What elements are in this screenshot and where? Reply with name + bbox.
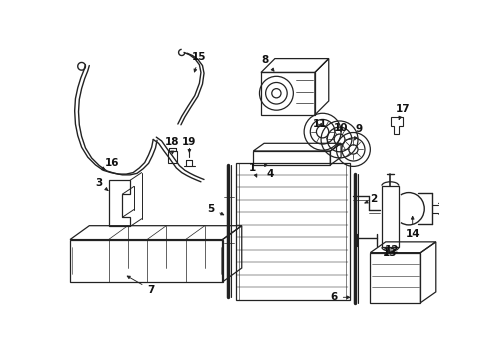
Text: 2: 2 [364, 194, 377, 204]
Text: 16: 16 [102, 158, 120, 170]
Text: 14: 14 [405, 216, 419, 239]
Text: 10: 10 [333, 123, 347, 133]
Text: 8: 8 [261, 55, 273, 71]
Text: 9: 9 [354, 125, 362, 140]
Text: 11: 11 [312, 119, 327, 129]
Text: 17: 17 [395, 104, 410, 120]
Text: 7: 7 [127, 276, 154, 294]
Text: 13: 13 [382, 248, 396, 258]
Text: 15: 15 [192, 52, 206, 72]
Text: 19: 19 [182, 137, 196, 153]
Text: 1: 1 [248, 163, 256, 177]
Text: 3: 3 [96, 178, 108, 190]
Text: 18: 18 [165, 137, 180, 154]
Text: 12: 12 [384, 244, 398, 255]
Text: 6: 6 [330, 292, 349, 302]
Text: 4: 4 [264, 163, 273, 179]
Text: 5: 5 [207, 204, 223, 215]
